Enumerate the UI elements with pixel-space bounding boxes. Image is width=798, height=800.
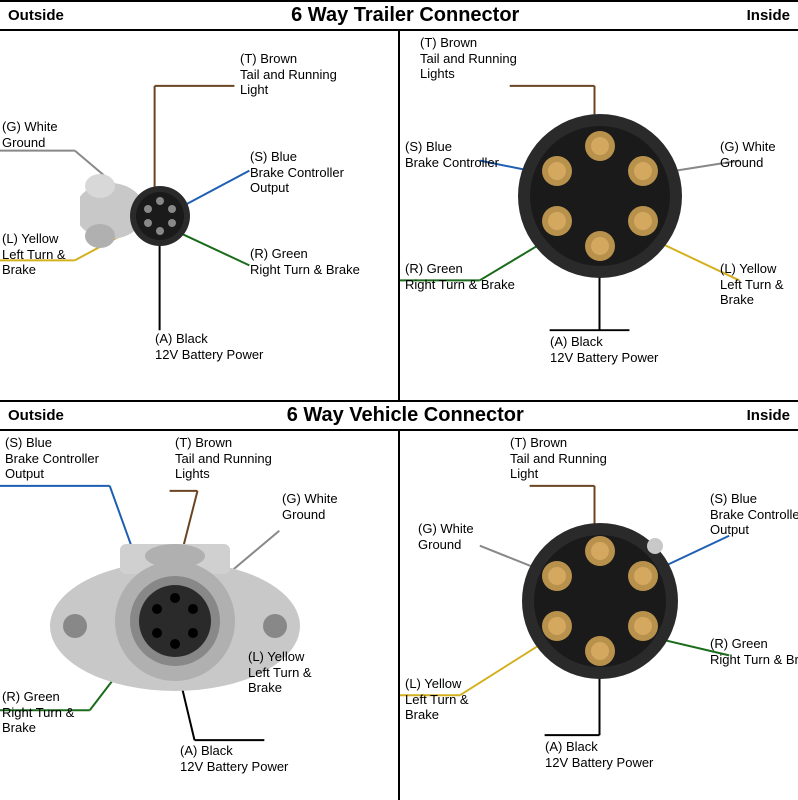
- trailer-inside-plug: [515, 111, 685, 286]
- label-G: (G) White Ground: [282, 491, 338, 522]
- inside-label: Inside: [747, 407, 790, 424]
- vehicle-panels: (S) Blue Brake Controller Output (T) Bro…: [0, 429, 798, 800]
- vehicle-section: Outside 6 Way Vehicle Connector Inside: [0, 400, 798, 800]
- trailer-header: Outside 6 Way Trailer Connector Inside: [0, 2, 798, 29]
- label-R: (R) Green Right Turn & Brake: [250, 246, 360, 277]
- trailer-outside-plug: [80, 161, 230, 286]
- label-L: (L) Yellow Left Turn & Brake: [405, 676, 469, 723]
- label-R: (R) Green Right Turn & Brake: [710, 636, 798, 667]
- trailer-inside-panel: (T) Brown Tail and Running Lights (S) Bl…: [398, 31, 798, 400]
- label-T: (T) Brown Tail and Running Lights: [175, 435, 272, 482]
- vehicle-title: 6 Way Vehicle Connector: [287, 404, 524, 427]
- label-R: (R) Green Right Turn & Brake: [2, 689, 74, 736]
- inside-label: Inside: [747, 7, 790, 24]
- label-A: (A) Black 12V Battery Power: [155, 331, 263, 362]
- label-L: (L) Yellow Left Turn & Brake: [2, 231, 66, 278]
- label-S: (S) Blue Brake Controller Output: [5, 435, 99, 482]
- label-G: (G) White Ground: [2, 119, 58, 150]
- label-T: (T) Brown Tail and Running Light: [240, 51, 337, 98]
- label-S: (S) Blue Brake Controller Output: [250, 149, 344, 196]
- trailer-section: Outside 6 Way Trailer Connector Inside: [0, 0, 798, 400]
- vehicle-inside-plug: [515, 516, 685, 691]
- label-G: (G) White Ground: [720, 139, 776, 170]
- label-S: (S) Blue Brake Controller: [405, 139, 499, 170]
- trailer-title: 6 Way Trailer Connector: [291, 4, 519, 27]
- diagram-container: Outside 6 Way Trailer Connector Inside: [0, 0, 798, 800]
- label-A: (A) Black 12V Battery Power: [180, 743, 288, 774]
- label-R: (R) Green Right Turn & Brake: [405, 261, 515, 292]
- outside-label: Outside: [8, 407, 64, 424]
- label-A: (A) Black 12V Battery Power: [550, 334, 658, 365]
- vehicle-outside-socket: [45, 526, 305, 731]
- trailer-panels: (T) Brown Tail and Running Light (G) Whi…: [0, 29, 798, 400]
- outside-label: Outside: [8, 7, 64, 24]
- label-T: (T) Brown Tail and Running Lights: [420, 35, 517, 82]
- label-T: (T) Brown Tail and Running Light: [510, 435, 607, 482]
- label-L: (L) Yellow Left Turn & Brake: [720, 261, 784, 308]
- trailer-outside-panel: (T) Brown Tail and Running Light (G) Whi…: [0, 31, 398, 400]
- label-S: (S) Blue Brake Controller Output: [710, 491, 798, 538]
- label-L: (L) Yellow Left Turn & Brake: [248, 649, 312, 696]
- label-A: (A) Black 12V Battery Power: [545, 739, 653, 770]
- vehicle-outside-panel: (S) Blue Brake Controller Output (T) Bro…: [0, 431, 398, 800]
- vehicle-inside-panel: (T) Brown Tail and Running Light (G) Whi…: [398, 431, 798, 800]
- label-G: (G) White Ground: [418, 521, 474, 552]
- vehicle-header: Outside 6 Way Vehicle Connector Inside: [0, 402, 798, 429]
